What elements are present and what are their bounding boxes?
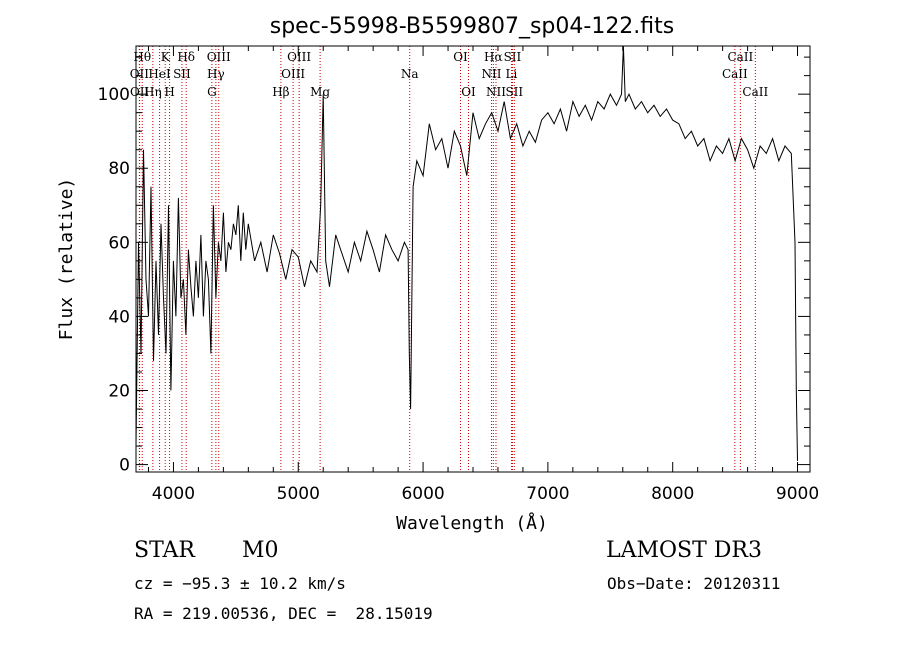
spectral-line-label: OIII bbox=[287, 50, 311, 64]
object-class: STAR bbox=[134, 538, 195, 563]
spectrum-line bbox=[135, 45, 798, 461]
spectral-line-label: H bbox=[164, 85, 174, 99]
spectral-line-label: Li bbox=[506, 67, 518, 81]
spectral-line-label: OIII bbox=[281, 67, 305, 81]
y-axis-label: Flux (relative) bbox=[56, 178, 77, 341]
plot-frame bbox=[135, 45, 811, 473]
spectral-line-label: OIII bbox=[207, 50, 231, 64]
y-tick-label: 40 bbox=[108, 307, 130, 327]
x-tick-label: 4000 bbox=[152, 484, 195, 504]
spectral-line-label: Hδ bbox=[177, 50, 195, 64]
spectral-line-label: SII bbox=[504, 50, 522, 64]
spectral-line-label: Hβ bbox=[272, 85, 289, 99]
spectral-line-label: HeI bbox=[148, 67, 171, 81]
spectral-line-label: Mg bbox=[310, 85, 330, 99]
spectral-line-label: Hθ bbox=[133, 50, 151, 64]
spectral-line-label: OI bbox=[453, 50, 468, 64]
survey-name: LAMOST DR3 bbox=[606, 538, 762, 563]
spectral-line-label: NII bbox=[486, 85, 506, 99]
chart-title: spec-55998-B5599807_sp04-122.fits bbox=[270, 14, 675, 39]
spectral-line-label: Hγ bbox=[207, 67, 225, 81]
line-labels-group: Hθ OII OII K HeI Hη SII H Hδ OIII Hγ G Hβ OIII OIII Mg N… bbox=[130, 50, 769, 99]
coordinates: RA = 219.00536, DEC = 28.15019 bbox=[134, 604, 433, 623]
x-axis-label: Wavelength (Å) bbox=[396, 512, 548, 534]
y-tick-label: 0 bbox=[119, 456, 130, 476]
y-axis: 0 20 40 60 80 100 bbox=[98, 56, 810, 476]
y-tick-label: 100 bbox=[98, 85, 130, 105]
y-tick-label: 80 bbox=[108, 159, 130, 179]
spectral-line-label: K bbox=[161, 50, 171, 64]
spectral-line-label: G bbox=[207, 85, 217, 99]
spectral-line-label: Na bbox=[401, 67, 419, 81]
spectral-line-label: CaII bbox=[742, 85, 768, 99]
spectral-line-label: CaII bbox=[727, 50, 753, 64]
redshift-velocity: cz = −95.3 ± 10.2 km/s bbox=[134, 574, 346, 593]
x-tick-label: 7000 bbox=[526, 484, 569, 504]
x-axis: 4000 5000 6000 7000 8000 9000 bbox=[147, 46, 819, 504]
spectral-line-label: Hα bbox=[484, 50, 503, 64]
spectral-line-label: OII bbox=[130, 67, 150, 81]
spectral-line-label: OII bbox=[130, 85, 150, 99]
spectral-line-label: CaII bbox=[722, 67, 748, 81]
spectral-line-label: SII bbox=[173, 67, 191, 81]
y-tick-label: 20 bbox=[108, 382, 130, 402]
object-subclass: M0 bbox=[242, 538, 279, 563]
spectral-line-label: SII bbox=[505, 85, 523, 99]
y-tick-label: 60 bbox=[108, 233, 130, 253]
spectral-line-label: Hη bbox=[144, 85, 162, 99]
x-tick-label: 9000 bbox=[776, 484, 819, 504]
spectral-line-label: OI bbox=[461, 85, 476, 99]
x-tick-label: 5000 bbox=[277, 484, 320, 504]
observation-date: Obs−Date: 20120311 bbox=[607, 574, 781, 593]
x-tick-label: 6000 bbox=[401, 484, 444, 504]
line-marks-group bbox=[138, 46, 756, 472]
x-tick-label: 8000 bbox=[651, 484, 694, 504]
spectral-line-label: NII bbox=[481, 67, 501, 81]
